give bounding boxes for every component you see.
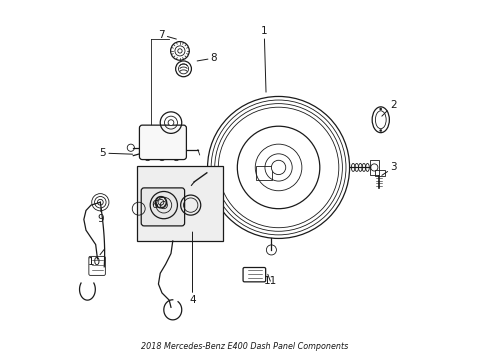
Text: 8: 8 xyxy=(197,53,217,63)
Circle shape xyxy=(168,120,174,126)
Text: 2: 2 xyxy=(381,100,396,116)
Text: 10: 10 xyxy=(87,249,104,267)
Text: 7: 7 xyxy=(158,30,176,40)
FancyBboxPatch shape xyxy=(141,188,184,226)
Text: 1: 1 xyxy=(261,26,267,92)
Text: 4: 4 xyxy=(189,232,195,305)
Circle shape xyxy=(271,160,285,175)
Text: 2018 Mercedes-Benz E400 Dash Panel Components: 2018 Mercedes-Benz E400 Dash Panel Compo… xyxy=(141,342,347,351)
Bar xyxy=(375,170,385,176)
Bar xyxy=(369,160,378,175)
Text: 9: 9 xyxy=(97,209,103,224)
Bar xyxy=(137,166,223,241)
Circle shape xyxy=(178,49,182,53)
Circle shape xyxy=(379,130,381,132)
Text: 5: 5 xyxy=(100,148,132,158)
Text: 6: 6 xyxy=(150,200,161,210)
Bar xyxy=(256,166,271,180)
Circle shape xyxy=(379,108,381,110)
FancyBboxPatch shape xyxy=(139,125,186,159)
Text: 3: 3 xyxy=(381,162,396,175)
Text: 11: 11 xyxy=(263,274,276,286)
